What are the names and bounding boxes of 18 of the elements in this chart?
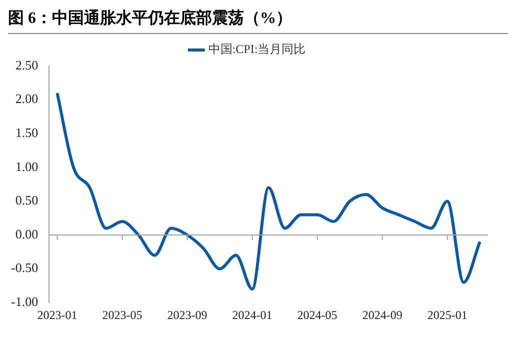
line-series: [56, 92, 482, 291]
y-tick-label: -0.50: [10, 260, 38, 276]
chart-title: 图 6：中国通胀水平仍在底部震荡（%）: [8, 8, 508, 34]
y-tick-label: 2.00: [15, 91, 38, 106]
y-tick-label: 0.50: [15, 192, 38, 208]
x-tick-label: 2023-01: [37, 308, 78, 322]
y-tick-label: -1.00: [10, 294, 38, 310]
y-tick-label: 1.50: [15, 125, 38, 140]
x-tick-label: 2023-09: [167, 308, 208, 322]
y-tick-label: 1.00: [15, 158, 38, 174]
x-tick-label: 2024-09: [362, 308, 402, 322]
x-tick-label: 2024-05: [297, 308, 338, 322]
legend-label: 中国:CPI:当月同比: [208, 42, 306, 56]
y-tick-label: 2.50: [15, 57, 38, 72]
x-tick-label: 2025-01: [427, 308, 468, 322]
x-tick-label: 2023-05: [102, 308, 142, 322]
x-tick-label: 2024-01: [232, 308, 272, 322]
y-tick-label: 0.00: [15, 226, 38, 242]
